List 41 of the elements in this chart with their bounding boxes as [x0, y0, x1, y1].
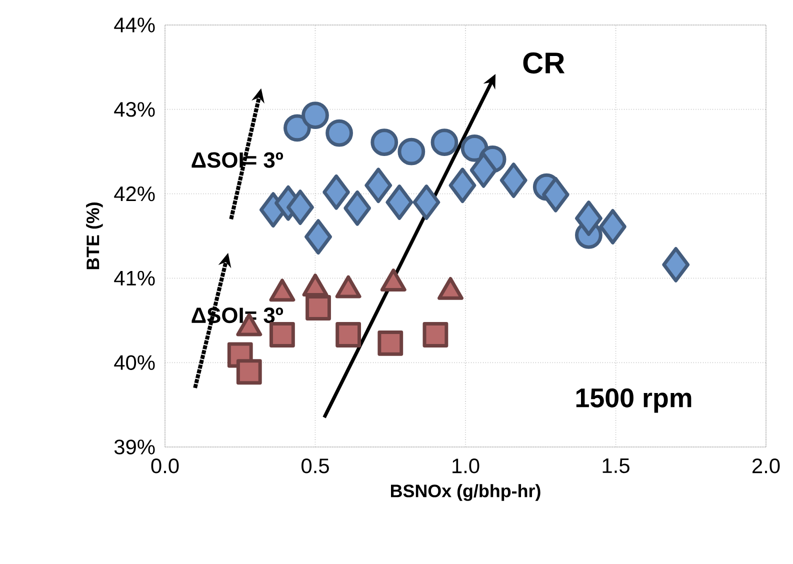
y-tick-label: 44%	[114, 18, 155, 32]
point	[575, 200, 602, 236]
y-tick-label: 42%	[114, 186, 155, 202]
point	[386, 184, 414, 220]
point	[448, 168, 476, 204]
point	[599, 209, 626, 244]
x-tick-label: 0.5	[302, 458, 329, 474]
point	[322, 174, 350, 210]
x-tick-label: 2.0	[752, 458, 780, 474]
point	[398, 138, 426, 166]
point	[284, 114, 311, 142]
point	[286, 190, 314, 225]
point	[542, 176, 570, 212]
point	[422, 322, 448, 348]
annotation: CR	[523, 52, 565, 74]
x-tick-label: 0.0	[151, 458, 179, 474]
point	[326, 119, 353, 147]
point	[306, 295, 331, 320]
point	[364, 168, 392, 204]
point	[302, 102, 329, 130]
x-axis-title: BSNOx (g/bhp-hr)	[391, 484, 540, 501]
point	[378, 330, 404, 356]
y-tick-label: 40%	[114, 355, 155, 370]
point	[336, 322, 362, 348]
point	[269, 322, 295, 348]
point	[236, 359, 262, 385]
x-tick-label: 1.5	[602, 458, 630, 474]
point	[430, 128, 458, 156]
point	[304, 219, 332, 255]
y-tick-label: 39%	[114, 440, 155, 454]
x-tick-label: 1.0	[452, 458, 480, 474]
y-axis-title: BTE (%)	[86, 202, 103, 270]
point	[500, 162, 528, 198]
y-tick-label: 41%	[114, 270, 155, 286]
point	[662, 247, 690, 282]
annotation: 1500 rpm	[576, 388, 692, 413]
point	[370, 128, 398, 156]
y-tick-label: 43%	[114, 102, 155, 117]
point	[470, 152, 498, 188]
point	[344, 190, 372, 226]
point	[412, 184, 440, 220]
